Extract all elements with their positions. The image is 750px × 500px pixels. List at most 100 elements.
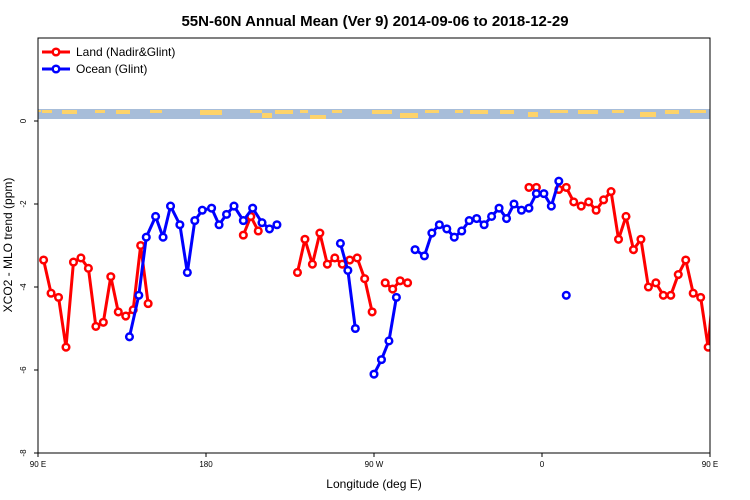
data-point	[136, 240, 146, 251]
data-point	[561, 182, 571, 192]
data-point	[113, 307, 123, 317]
data-point	[345, 255, 355, 265]
land-patch	[690, 110, 706, 113]
map-strip-land	[38, 110, 706, 119]
data-point	[367, 307, 377, 317]
data-point	[238, 216, 248, 226]
data-point	[322, 259, 332, 269]
data-point	[182, 267, 192, 278]
data-point	[315, 228, 325, 238]
data-point	[628, 245, 639, 255]
data-point	[621, 211, 631, 221]
land-patch	[200, 110, 222, 115]
legend-label-land: Land (Nadir&Glint)	[76, 45, 175, 59]
data-point	[229, 201, 239, 211]
data-point	[636, 234, 646, 244]
data-point	[343, 265, 353, 275]
data-point	[272, 220, 282, 230]
legend: Land (Nadir&Glint) Ocean (Glint)	[42, 45, 175, 76]
y-tick-label: -2	[19, 200, 28, 208]
data-point	[403, 278, 413, 288]
land-patch	[150, 110, 162, 113]
data-point	[307, 259, 317, 269]
data-point	[606, 187, 616, 197]
data-point	[214, 220, 224, 230]
land-patch	[400, 113, 418, 118]
land-patch	[262, 113, 272, 118]
data-point	[175, 220, 185, 230]
data-point	[91, 321, 101, 331]
data-point	[335, 238, 345, 248]
data-point	[539, 189, 549, 199]
y-tick-label: -6	[19, 366, 28, 374]
data-point	[106, 272, 116, 282]
series-line	[372, 297, 398, 375]
data-point	[395, 276, 405, 286]
data-point	[742, 319, 749, 326]
land-patch	[300, 110, 308, 113]
x-tick-label: 90 E	[702, 460, 718, 469]
data-point	[76, 253, 86, 263]
data-point	[253, 226, 263, 236]
land-patch	[372, 110, 392, 114]
data-point	[666, 290, 676, 300]
data-point	[83, 263, 93, 273]
map-strip	[38, 109, 710, 119]
data-point	[735, 323, 742, 330]
data-point	[569, 197, 579, 207]
data-point	[352, 253, 362, 263]
data-point	[46, 288, 56, 298]
data-point	[124, 332, 135, 342]
land-patch	[42, 110, 52, 113]
land-patch	[250, 110, 262, 113]
land-patch	[310, 115, 326, 119]
legend-label-ocean: Ocean (Glint)	[76, 62, 147, 76]
data-point	[524, 203, 534, 213]
data-point	[360, 274, 370, 284]
land-patch	[332, 110, 342, 113]
data-point	[264, 224, 275, 234]
data-point	[151, 211, 161, 221]
data-point	[457, 226, 467, 236]
data-point	[576, 201, 586, 211]
data-point	[584, 197, 594, 207]
land-patch	[470, 110, 488, 114]
land-patch	[528, 112, 538, 117]
land-patch	[640, 112, 656, 117]
data-point	[494, 203, 504, 213]
data-point	[472, 213, 482, 224]
data-point	[158, 232, 168, 242]
data-point	[190, 216, 200, 226]
x-tick-label: 90 E	[30, 460, 46, 469]
y-tick-label: 0	[19, 118, 28, 123]
land-patch	[275, 110, 293, 114]
data-point	[68, 257, 79, 267]
data-point	[509, 199, 519, 209]
land-patch	[455, 110, 463, 113]
data-point	[39, 255, 49, 265]
legend-marker-land	[51, 47, 61, 57]
data-point	[681, 255, 691, 265]
data-point	[546, 201, 556, 211]
data-point	[673, 270, 683, 280]
series-land	[39, 182, 749, 352]
data-point	[651, 278, 661, 288]
data-point	[442, 224, 452, 234]
data-point	[292, 267, 303, 278]
data-point	[300, 234, 310, 244]
data-point	[464, 216, 474, 226]
data-point	[703, 342, 710, 352]
data-point	[599, 195, 609, 205]
land-patch	[38, 110, 41, 112]
data-point	[554, 176, 564, 186]
data-point	[720, 255, 727, 262]
y-tick-label: -4	[19, 283, 28, 291]
data-point	[143, 299, 153, 309]
series-line	[558, 185, 710, 349]
data-point	[561, 290, 571, 300]
data-point	[380, 278, 390, 288]
data-point	[613, 234, 624, 244]
data-point	[427, 228, 437, 238]
data-point	[712, 259, 719, 266]
